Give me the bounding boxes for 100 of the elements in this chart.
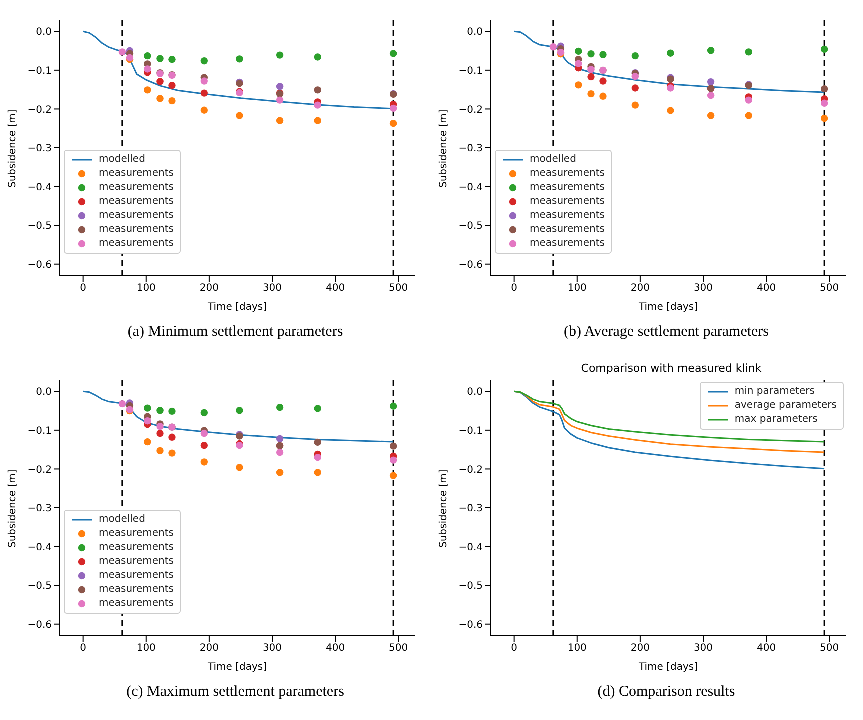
x-axis-title: Time [days] xyxy=(638,302,698,313)
point xyxy=(632,73,639,80)
legend-label: measurements xyxy=(99,569,174,583)
point xyxy=(314,117,322,124)
point xyxy=(118,48,126,56)
y-axis-title: Subsidence [m] xyxy=(8,470,19,548)
y-tick-label: −0.1 xyxy=(458,66,483,77)
x-tick-label: 200 xyxy=(200,283,219,294)
point xyxy=(118,400,126,408)
point xyxy=(144,52,152,60)
y-tick-label: −0.5 xyxy=(28,581,52,592)
x-tick-label: 200 xyxy=(200,643,219,654)
x-axis-title: Time [days] xyxy=(206,662,268,673)
point xyxy=(314,469,322,476)
y-tick-label: 0.0 xyxy=(36,27,52,38)
point xyxy=(276,117,284,124)
legend-label: measurements xyxy=(99,527,174,541)
point xyxy=(200,58,208,65)
x-tick-label: 300 xyxy=(694,643,714,654)
point xyxy=(707,92,715,100)
y-tick-label: −0.4 xyxy=(28,182,52,194)
legend-label: measurements xyxy=(99,167,174,181)
legend-label: measurements xyxy=(530,237,605,251)
chart-title: Comparison with measured klink xyxy=(580,361,763,377)
point xyxy=(707,112,715,120)
x-tick-label: 100 xyxy=(568,643,587,654)
point xyxy=(667,84,674,92)
legend-label: measurements xyxy=(99,583,174,597)
legend-label: measurements xyxy=(99,541,174,555)
point xyxy=(200,458,208,466)
x-tick-label: 400 xyxy=(326,283,346,294)
point xyxy=(200,442,208,450)
point xyxy=(600,78,607,85)
point xyxy=(276,435,284,443)
y-tick-label: 0.0 xyxy=(36,387,52,398)
legend-label: average parameters xyxy=(734,399,837,413)
legend-label: measurements xyxy=(99,597,174,611)
legend-label: measurements xyxy=(99,223,174,237)
point xyxy=(550,44,558,51)
x-tick-label: 0 xyxy=(80,283,87,294)
point xyxy=(314,405,322,412)
x-axis-title: Time [days] xyxy=(638,662,698,673)
point xyxy=(707,47,715,54)
x-tick-label: 100 xyxy=(136,643,156,654)
point xyxy=(168,97,176,105)
legend-label: measurements xyxy=(530,167,605,181)
point xyxy=(667,107,674,114)
y-tick-label: 0.0 xyxy=(467,387,483,398)
point xyxy=(236,407,244,414)
point xyxy=(156,422,164,430)
point xyxy=(632,52,639,60)
y-tick-label: −0.4 xyxy=(28,542,52,554)
y-tick-label: −0.1 xyxy=(28,426,52,437)
y-tick-label: −0.3 xyxy=(458,504,483,515)
point xyxy=(144,66,152,73)
point xyxy=(168,56,176,64)
legend-label: measurements xyxy=(99,237,174,251)
point xyxy=(168,450,176,457)
point xyxy=(314,454,322,462)
legend-label: modelled xyxy=(99,153,146,167)
point xyxy=(600,92,607,100)
point xyxy=(390,402,398,410)
y-tick-label: −0.4 xyxy=(458,182,483,194)
point xyxy=(314,438,322,446)
legend-label: measurements xyxy=(99,555,174,569)
point xyxy=(588,90,595,98)
point xyxy=(156,55,164,62)
point xyxy=(156,407,164,414)
x-tick-label: 300 xyxy=(262,643,282,654)
y-tick-label: −0.5 xyxy=(458,581,483,592)
point xyxy=(390,50,398,58)
y-tick-label: −0.2 xyxy=(458,464,483,476)
legend-label: measurements xyxy=(530,223,605,237)
point xyxy=(588,66,595,74)
point xyxy=(156,430,164,438)
y-tick-label: −0.6 xyxy=(458,260,483,271)
y-tick-label: −0.5 xyxy=(458,221,483,232)
legend-label: measurements xyxy=(530,195,605,209)
point xyxy=(144,418,152,425)
legend-label: modelled xyxy=(530,153,576,167)
point xyxy=(632,84,639,92)
text: (d) Comparison results xyxy=(596,684,736,701)
x-tick-label: 400 xyxy=(757,643,776,654)
point xyxy=(236,56,244,63)
y-axis-title: Subsidence [m] xyxy=(8,110,19,188)
point xyxy=(200,430,208,438)
point xyxy=(575,82,582,89)
point xyxy=(588,50,595,58)
point xyxy=(144,86,152,94)
y-tick-label: −0.3 xyxy=(28,144,52,155)
legend-label: measurements xyxy=(530,209,605,223)
point xyxy=(600,51,607,59)
x-tick-label: 200 xyxy=(630,283,650,294)
y-tick-label: −0.1 xyxy=(458,426,483,437)
point xyxy=(156,95,164,102)
y-tick-label: −0.2 xyxy=(28,104,52,116)
x-tick-label: 400 xyxy=(757,283,776,294)
text: (b) Average settlement parameters xyxy=(562,324,770,341)
point xyxy=(314,54,322,61)
legend-label: measurements xyxy=(530,181,605,195)
